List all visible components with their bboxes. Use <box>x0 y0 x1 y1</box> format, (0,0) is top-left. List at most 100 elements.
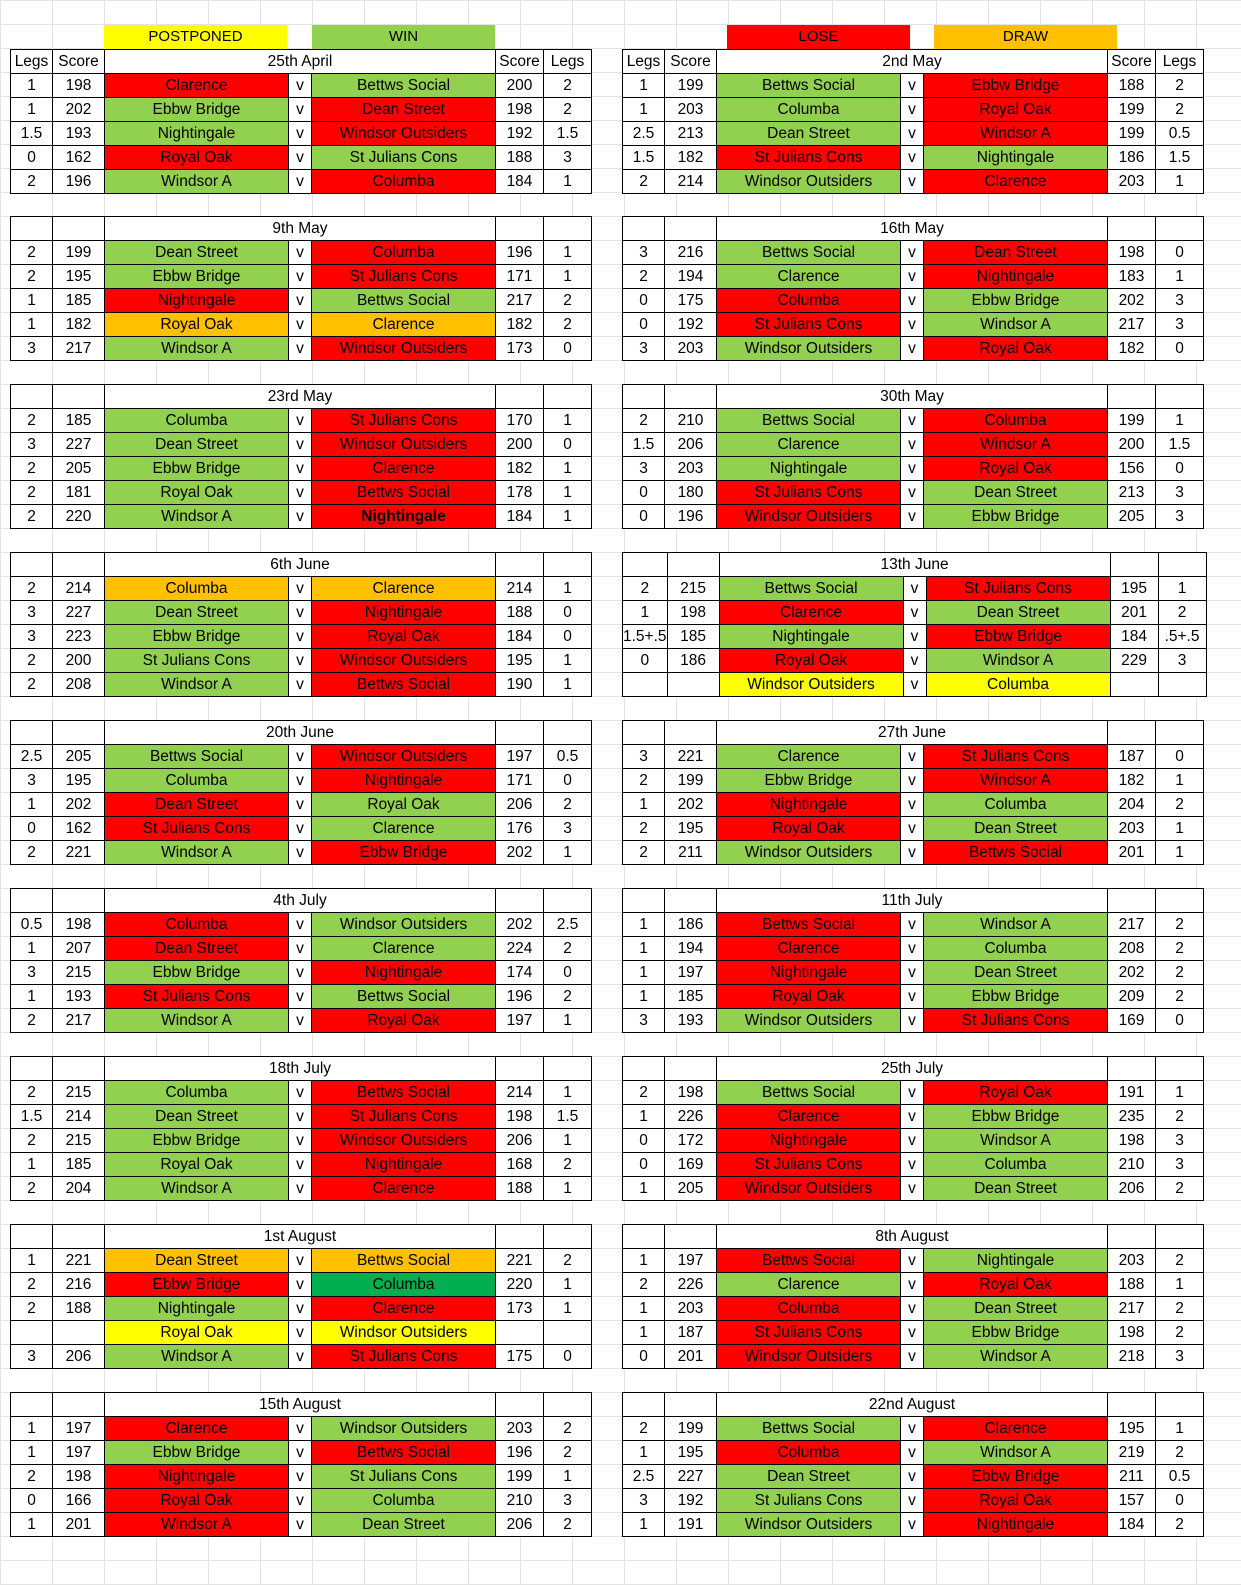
home-team: Royal Oak <box>104 480 289 505</box>
away-team: St Julians Cons <box>311 1344 496 1369</box>
away-score: 221 <box>495 1248 544 1273</box>
home-team: Nightingale <box>716 1128 901 1153</box>
match-row: 2 199 Bettws Social v Clarence 195 1 <box>622 1416 1204 1441</box>
score-header-empty <box>1107 384 1156 409</box>
away-team: Columba <box>311 169 496 194</box>
home-team: Columba <box>104 408 289 433</box>
away-legs: 1 <box>543 1176 592 1201</box>
away-score: 188 <box>495 1176 544 1201</box>
versus-label: v <box>900 1008 924 1033</box>
match-row: 3 227 Dean Street v Windsor Outsiders 200 0 <box>10 432 592 457</box>
away-score: 175 <box>495 1344 544 1369</box>
home-legs: 2 <box>10 1176 53 1201</box>
away-team: Columba <box>923 792 1108 817</box>
match-row: 1 203 Columba v Dean Street 217 2 <box>622 1296 1204 1321</box>
home-score: 185 <box>52 288 105 313</box>
match-row: 3 216 Bettws Social v Dean Street 198 0 <box>622 240 1204 265</box>
away-score <box>495 1320 544 1345</box>
away-score: 210 <box>1107 1152 1156 1177</box>
away-team: Royal Oak <box>923 1272 1108 1297</box>
away-score: 188 <box>495 145 544 170</box>
versus-label: v <box>900 744 924 769</box>
away-legs: 2 <box>1157 600 1207 625</box>
match-row: 1 194 Clarence v Columba 208 2 <box>622 936 1204 961</box>
away-legs: 2 <box>543 97 592 122</box>
week-table: Legs Score 25th April Score Legs 1 198 Clarence… <box>10 49 592 194</box>
away-team: Ebbw Bridge <box>311 840 496 865</box>
match-row: 1.5 193 Nightingale v Windsor Outsiders 192 1.… <box>10 121 592 146</box>
home-team: Bettws Social <box>716 1416 901 1441</box>
home-score: 217 <box>52 336 105 361</box>
home-team: Columba <box>104 768 289 793</box>
away-score: 171 <box>495 768 544 793</box>
versus-label: v <box>288 672 312 697</box>
home-legs: 2 <box>622 816 665 841</box>
versus-label: v <box>288 912 312 937</box>
home-score: 198 <box>52 1464 105 1489</box>
score-header-empty <box>495 1224 544 1249</box>
home-score <box>666 672 720 697</box>
away-score: 188 <box>1107 1272 1156 1297</box>
week-table: 30th May 2 210 Bettws Social v Columba 199 1 1.5… <box>622 384 1204 529</box>
versus-label: v <box>900 73 924 98</box>
home-score: 195 <box>664 816 717 841</box>
home-team: Royal Oak <box>104 1488 289 1513</box>
home-team: Ebbw Bridge <box>104 1128 289 1153</box>
versus-label: v <box>288 1440 312 1465</box>
home-score: 207 <box>52 936 105 961</box>
away-score: 184 <box>1109 624 1159 649</box>
away-team: St Julians Cons <box>311 1104 496 1129</box>
away-legs: 1 <box>1155 1416 1204 1441</box>
home-score: 215 <box>52 960 105 985</box>
away-score: 217 <box>1107 912 1156 937</box>
away-team: Ebbw Bridge <box>923 1320 1108 1345</box>
away-team: Dean Street <box>923 480 1108 505</box>
away-team: Bettws Social <box>311 1440 496 1465</box>
away-score: 202 <box>495 840 544 865</box>
home-legs: 3 <box>10 768 53 793</box>
versus-label: v <box>288 840 312 865</box>
home-legs: 0 <box>10 145 53 170</box>
home-score: 221 <box>52 1248 105 1273</box>
away-legs: 2 <box>543 1416 592 1441</box>
week-date: 9th May <box>104 216 496 241</box>
week-date: 30th May <box>716 384 1108 409</box>
versus-label: v <box>902 624 927 649</box>
away-team: St Julians Cons <box>925 576 1111 601</box>
match-row: 2 214 Windsor Outsiders v Clarence 203 1 <box>622 169 1204 194</box>
home-score: 203 <box>664 456 717 481</box>
away-team: Windsor Outsiders <box>311 432 496 457</box>
versus-label: v <box>288 984 312 1009</box>
away-team: Clarence <box>311 1176 496 1201</box>
away-legs: 1 <box>1155 264 1204 289</box>
home-legs: 2 <box>10 576 53 601</box>
home-team: Clarence <box>716 744 901 769</box>
versus-label: v <box>288 792 312 817</box>
home-team: Dean Street <box>104 936 289 961</box>
score-header-empty <box>1107 888 1156 913</box>
match-row: 0 201 Windsor Outsiders v Windsor A 218 3 <box>622 1344 1204 1369</box>
away-score: 201 <box>1107 840 1156 865</box>
away-team: Clarence <box>923 169 1108 194</box>
home-score: 186 <box>666 648 720 673</box>
home-legs: 1.5+.5 <box>622 624 668 649</box>
home-team: Windsor Outsiders <box>716 1008 901 1033</box>
home-legs: 3 <box>10 432 53 457</box>
week-date: 2nd May <box>716 49 1108 74</box>
match-row: 2 199 Dean Street v Columba 196 1 <box>10 240 592 265</box>
home-score: 223 <box>52 624 105 649</box>
away-legs: 3 <box>1155 1344 1204 1369</box>
legs-header-empty <box>543 384 592 409</box>
away-legs: 1 <box>1155 768 1204 793</box>
match-row: 1 202 Dean Street v Royal Oak 206 2 <box>10 792 592 817</box>
away-legs: 1 <box>543 1080 592 1105</box>
match-row: 3 193 Windsor Outsiders v St Julians Cons 169… <box>622 1008 1204 1033</box>
week-table: 22nd August 2 199 Bettws Social v Clarence 195… <box>622 1392 1204 1537</box>
score-header-empty <box>495 1392 544 1417</box>
home-score: 206 <box>664 432 717 457</box>
versus-label: v <box>288 456 312 481</box>
home-legs: 1 <box>622 97 665 122</box>
